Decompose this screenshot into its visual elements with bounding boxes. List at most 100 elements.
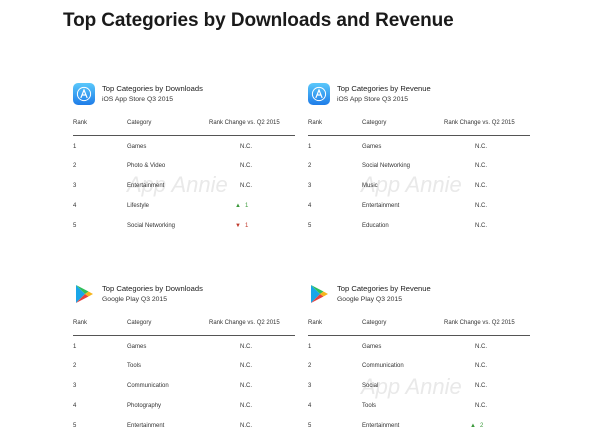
table-row: 3 Social N.C.: [308, 383, 530, 393]
panel-title: Top Categories by Downloads: [102, 84, 203, 93]
table-row: 1 Games N.C.: [73, 144, 295, 154]
change-cell: N.C.: [475, 183, 487, 189]
header-divider: [73, 135, 295, 136]
category-header: Category: [127, 120, 152, 126]
change-cell: N.C.: [240, 344, 252, 350]
header-divider: [308, 335, 530, 336]
table-header: Rank Category Rank Change vs. Q2 2015: [308, 120, 530, 132]
category-header: Category: [362, 120, 387, 126]
table-row: 4 Lifestyle ▲ 1: [73, 203, 295, 213]
panel-title: Top Categories by Downloads: [102, 284, 203, 293]
header-divider: [308, 135, 530, 136]
table-row: 5 Entertainment N.C.: [73, 423, 295, 433]
header-divider: [73, 335, 295, 336]
rank-cell: 2: [308, 163, 312, 169]
table-row: 5 Education N.C.: [308, 223, 530, 233]
rank-header: Rank: [308, 120, 323, 126]
category-cell: Games: [362, 344, 382, 350]
rank-cell: 3: [73, 383, 77, 389]
category-cell: Games: [127, 344, 147, 350]
change-cell: N.C.: [240, 423, 252, 429]
rank-cell: 1: [73, 144, 77, 150]
category-cell: Social: [362, 383, 379, 389]
change-header: Rank Change vs. Q2 2015: [444, 320, 515, 326]
category-cell: Education: [362, 223, 389, 229]
category-cell: Social Networking: [362, 163, 411, 169]
category-cell: Games: [127, 144, 147, 150]
change-header: Rank Change vs. Q2 2015: [209, 320, 280, 326]
rank-header: Rank: [73, 320, 88, 326]
table-row: 4 Tools N.C.: [308, 403, 530, 413]
rank-cell: 4: [308, 403, 312, 409]
table-row: 3 Communication N.C.: [73, 383, 295, 393]
table-row: 5 Entertainment ▲ 2: [308, 423, 530, 433]
rank-cell: 1: [308, 144, 312, 150]
category-cell: Music: [362, 183, 378, 189]
table-row: 2 Social Networking N.C.: [308, 163, 530, 173]
change-cell: 2: [480, 423, 484, 429]
change-cell: N.C.: [240, 403, 252, 409]
change-cell: N.C.: [240, 363, 252, 369]
category-cell: Entertainment: [362, 423, 400, 429]
table-header: Rank Category Rank Change vs. Q2 2015: [308, 320, 530, 332]
rank-cell: 5: [73, 223, 77, 229]
table-row: 1 Games N.C.: [308, 344, 530, 354]
table-row: 1 Games N.C.: [308, 144, 530, 154]
change-header: Rank Change vs. Q2 2015: [209, 120, 280, 126]
table-header: Rank Category Rank Change vs. Q2 2015: [73, 120, 295, 132]
change-cell: N.C.: [240, 163, 252, 169]
change-cell: N.C.: [475, 344, 487, 350]
panel-title: Top Categories by Revenue: [337, 84, 431, 93]
category-cell: Entertainment: [362, 203, 400, 209]
table-row: 2 Tools N.C.: [73, 363, 295, 373]
change-cell: N.C.: [240, 383, 252, 389]
change-cell: N.C.: [475, 203, 487, 209]
panel-subtitle: Google Play Q3 2015: [102, 296, 167, 303]
change-cell: N.C.: [475, 163, 487, 169]
app-store-icon: [308, 83, 330, 105]
panel-title: Top Categories by Revenue: [337, 284, 431, 293]
rank-cell: 2: [308, 363, 312, 369]
category-cell: Entertainment: [127, 183, 165, 189]
change-header: Rank Change vs. Q2 2015: [444, 120, 515, 126]
table-row: 1 Games N.C.: [73, 344, 295, 354]
table-row: 2 Photo & Video N.C.: [73, 163, 295, 173]
page-title: Top Categories by Downloads and Revenue: [63, 10, 454, 31]
change-cell: N.C.: [240, 144, 252, 150]
rank-cell: 4: [308, 203, 312, 209]
category-header: Category: [127, 320, 152, 326]
category-cell: Photo & Video: [127, 163, 166, 169]
table-row: 4 Photography N.C.: [73, 403, 295, 413]
table-row: 3 Music N.C.: [308, 183, 530, 193]
panel-subtitle: iOS App Store Q3 2015: [102, 96, 174, 103]
category-cell: Tools: [127, 363, 142, 369]
google-play-icon: [308, 283, 330, 305]
table-row: 5 Social Networking ▼ 1: [73, 223, 295, 233]
ios-downloads-panel: Top Categories by Downloads iOS App Stor…: [73, 83, 295, 243]
category-cell: Social Networking: [127, 223, 176, 229]
change-cell: N.C.: [475, 403, 487, 409]
table-header: Rank Category Rank Change vs. Q2 2015: [73, 320, 295, 332]
play-revenue-panel: Top Categories by Revenue Google Play Q3…: [308, 283, 530, 443]
app-store-icon: [73, 83, 95, 105]
change-cell: N.C.: [475, 144, 487, 150]
rank-header: Rank: [308, 320, 323, 326]
category-cell: Entertainment: [127, 423, 165, 429]
rank-cell: 4: [73, 203, 77, 209]
google-play-icon: [73, 283, 95, 305]
rank-cell: 3: [73, 183, 77, 189]
rank-cell: 3: [308, 183, 312, 189]
category-cell: Photography: [127, 403, 162, 409]
category-cell: Lifestyle: [127, 203, 150, 209]
change-cell: N.C.: [240, 183, 252, 189]
category-cell: Games: [362, 144, 382, 150]
change-cell: 1: [245, 203, 249, 209]
play-downloads-panel: Top Categories by Downloads Google Play …: [73, 283, 295, 443]
change-cell: N.C.: [475, 363, 487, 369]
rank-cell: 2: [73, 163, 77, 169]
down-arrow-icon: ▼: [235, 223, 241, 229]
rank-cell: 4: [73, 403, 77, 409]
change-cell: 1: [245, 223, 249, 229]
rank-cell: 5: [308, 423, 312, 429]
table-row: 2 Communication N.C.: [308, 363, 530, 373]
